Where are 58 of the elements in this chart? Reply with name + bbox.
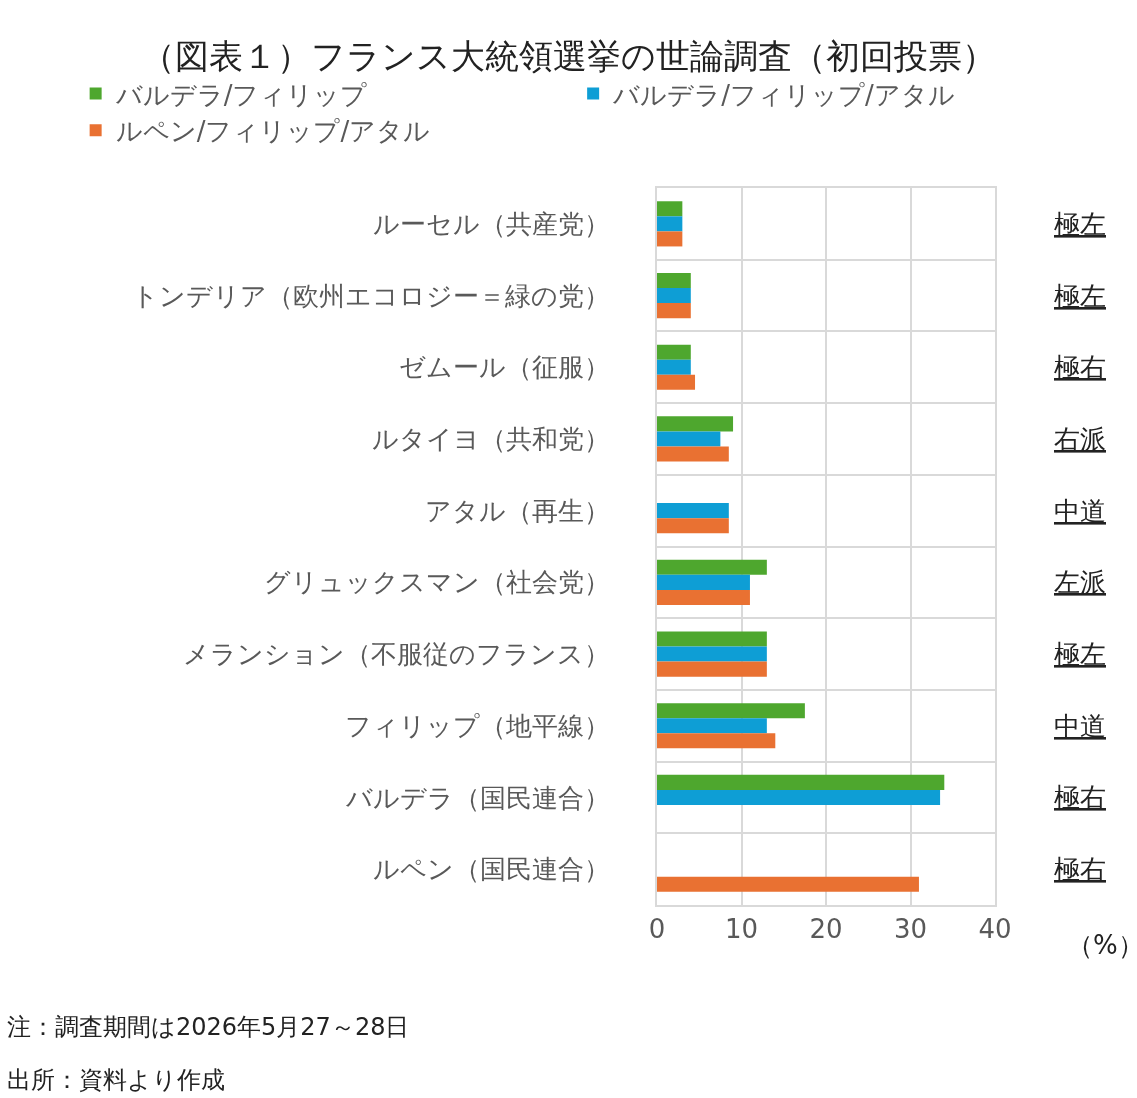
text: 極左	[1054, 639, 1106, 669]
bar	[657, 416, 734, 432]
bar	[657, 216, 683, 232]
bar	[657, 733, 776, 749]
bar	[657, 589, 750, 605]
bar	[657, 631, 767, 647]
bar	[657, 231, 683, 247]
text: 極右	[1054, 352, 1106, 382]
bar	[657, 789, 941, 805]
bar	[657, 574, 750, 590]
y-tick-label: バルデラ（国民連合）	[344, 782, 610, 813]
y-tick-label: トンデリア（欧州エコロジー＝緑の党）	[131, 280, 610, 311]
y-tick-label: ゼムール（征服）	[398, 352, 610, 383]
text: 極左	[1054, 281, 1106, 311]
bar	[657, 559, 767, 575]
legend-label: バルデラ/フィリップ/アタル	[612, 79, 955, 110]
text: 左派	[1054, 567, 1106, 597]
text: 中道	[1054, 496, 1106, 526]
bar	[657, 718, 767, 734]
bar	[657, 518, 729, 534]
text: 右派	[1054, 424, 1106, 454]
bar	[657, 272, 691, 289]
y-tick-label: フィリップ（地平線）	[344, 710, 610, 741]
x-tick-label: 30	[893, 914, 928, 945]
text: 極右	[1054, 782, 1106, 812]
bar	[657, 446, 729, 462]
bar	[657, 503, 729, 519]
bar	[657, 359, 691, 375]
x-tick-label: 10	[724, 914, 759, 945]
bar	[657, 661, 767, 677]
bar	[657, 288, 691, 304]
bar	[657, 774, 945, 790]
bar	[657, 344, 691, 360]
chart-title: （図表１）フランス大統領選挙の世論調査（初回投票）	[141, 36, 996, 76]
bar	[657, 646, 767, 662]
bar	[657, 703, 805, 719]
text: 注：調査期間は2026年5月27～28日	[7, 1013, 410, 1041]
x-axis-title: （%）	[1067, 930, 1137, 960]
text: 出所：資料より作成	[7, 1066, 225, 1094]
y-tick-label: アタル（再生）	[424, 495, 610, 526]
legend-label: ルペン/フィリップ/アタル	[115, 116, 431, 147]
y-tick-label: ルーセル（共産党）	[372, 208, 610, 239]
bar	[657, 431, 721, 447]
y-tick-label: グリュックスマン（社会党）	[263, 567, 610, 598]
legend-label: バルデラ/フィリップ	[114, 79, 368, 110]
y-tick-label: メランション（不服従のフランス）	[182, 639, 610, 670]
bar	[657, 201, 683, 217]
x-tick-label: 0	[648, 914, 666, 945]
x-tick-label: 40	[978, 914, 1012, 945]
bar	[657, 876, 919, 892]
text: 極右	[1054, 854, 1106, 884]
text: 極左	[1054, 209, 1106, 239]
y-tick-label: ルペン（国民連合）	[372, 854, 610, 885]
bar	[657, 303, 691, 319]
y-tick-label: ルタイヨ（共和党）	[371, 424, 610, 455]
x-tick-label: 20	[809, 914, 843, 945]
bar	[657, 374, 696, 390]
text: 中道	[1054, 711, 1106, 741]
